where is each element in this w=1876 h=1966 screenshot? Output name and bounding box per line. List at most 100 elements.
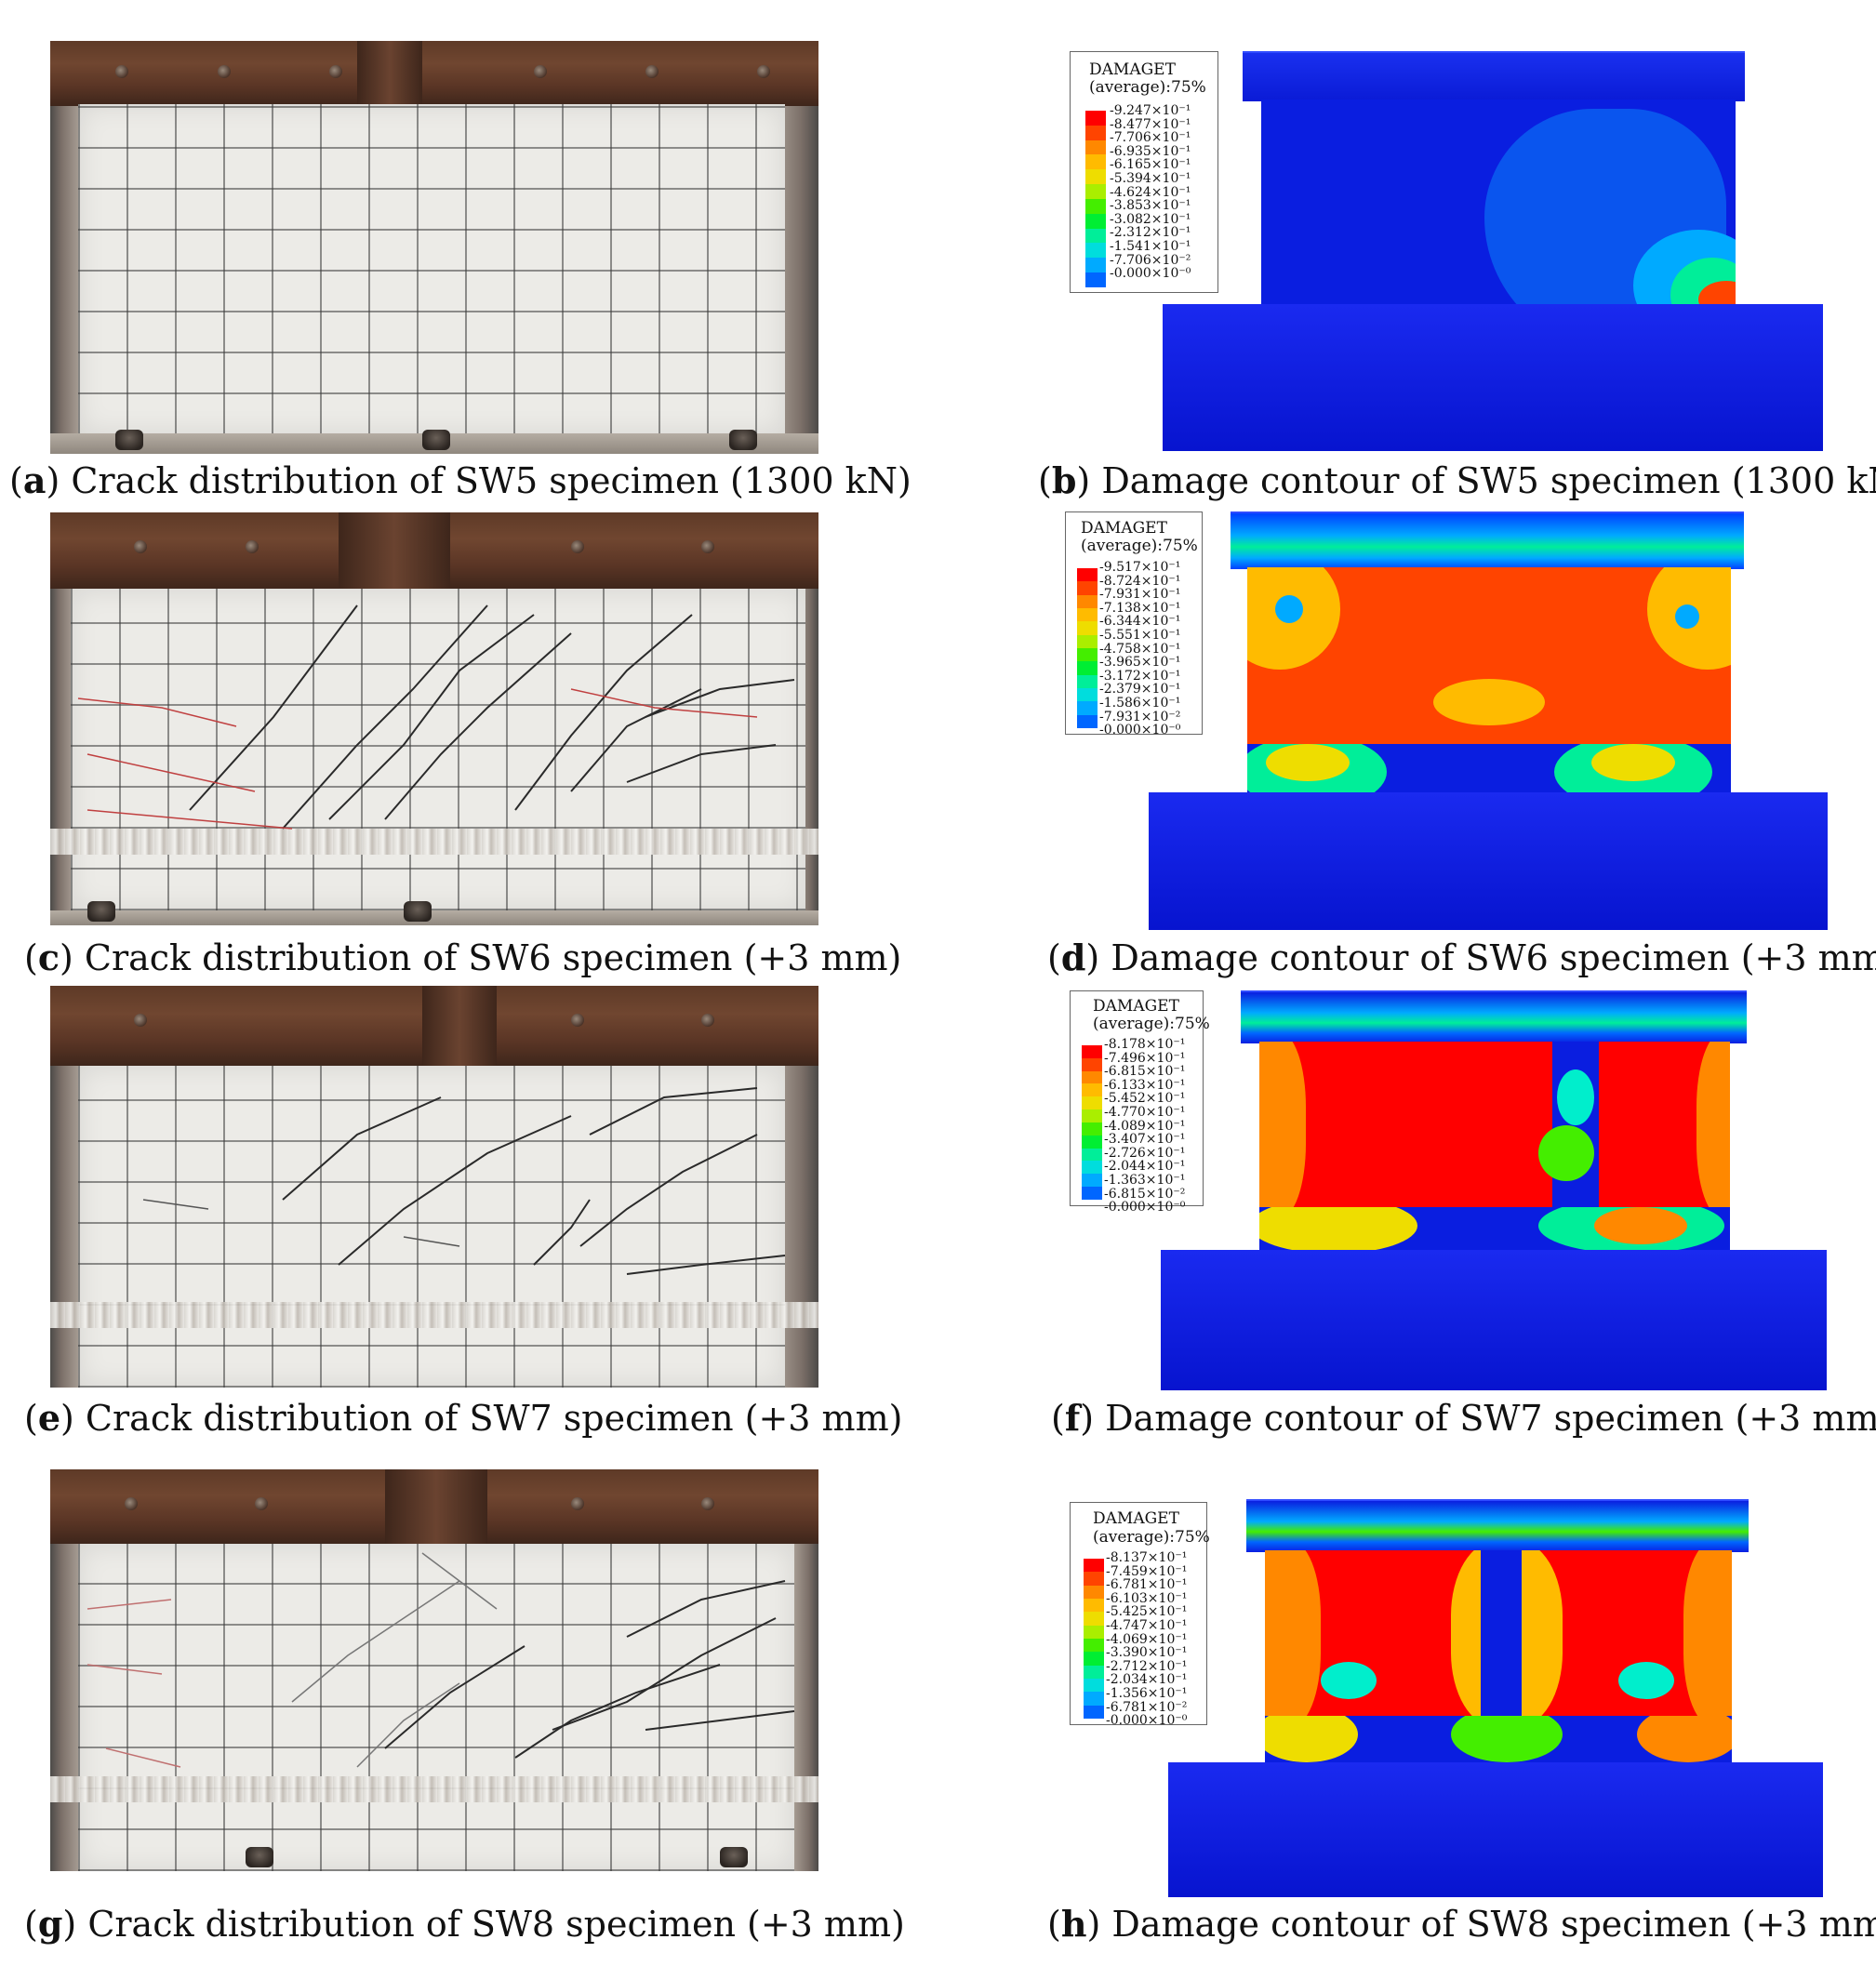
legend-tick-label: -9.247×10⁻¹: [1110, 103, 1191, 118]
legend-f: DAMAGET (average):75% -8.178×10⁻¹ -7.496×…: [1070, 990, 1210, 1214]
caption-g: (g) Crack distribution of SW8 specimen (…: [24, 1903, 905, 1945]
caption-d: (d) Damage contour of SW6 specimen (+3 m…: [1047, 937, 1876, 978]
legend-h: DAMAGET (average):75% -8.137×10⁻¹ -7.459×…: [1070, 1502, 1210, 1728]
legend-tick-label: -0.000×10⁻⁰: [1110, 266, 1191, 282]
legend-color-segment: [1085, 272, 1106, 287]
photo-sw8: [50, 1469, 818, 1871]
legend-tick-label: -6.815×10⁻²: [1104, 1186, 1186, 1202]
legend-color-segment: [1077, 687, 1098, 702]
legend-tick-label: -8.477×10⁻¹: [1110, 116, 1191, 132]
legend-color-segment: [1085, 169, 1106, 185]
legend-color-segment: [1084, 1638, 1104, 1653]
legend-b-ticks: -9.247×10⁻¹ -8.477×10⁻¹ -7.706×10⁻¹ -6.935×…: [1110, 104, 1191, 281]
caption-b: (b) Damage contour of SW5 specimen (1300…: [1038, 459, 1876, 501]
legend-tick-label: -3.407×10⁻¹: [1104, 1132, 1186, 1148]
legend-b: DAMAGET (average):75% -9.247×10⁻¹ -8.477×…: [1070, 51, 1218, 293]
legend-tick-label: -6.133×10⁻¹: [1104, 1077, 1186, 1093]
legend-f-ticks: -8.178×10⁻¹ -7.496×10⁻¹ -6.815×10⁻¹ -6.133×…: [1104, 1038, 1185, 1215]
legend-color-segment: [1085, 213, 1106, 229]
legend-color-segment: [1085, 184, 1106, 199]
legend-tick-label: -2.312×10⁻¹: [1110, 225, 1191, 241]
legend-color-segment: [1082, 1161, 1102, 1175]
legend-color-segment: [1077, 701, 1098, 715]
legend-color-segment: [1077, 568, 1098, 582]
legend-tick-label: -4.624×10⁻¹: [1110, 184, 1191, 200]
legend-tick-label: -6.935×10⁻¹: [1110, 143, 1191, 159]
legend-color-segment: [1077, 634, 1098, 648]
caption-a: (a) Crack distribution of SW5 specimen (…: [9, 459, 911, 501]
legend-tick-label: -3.390×10⁻¹: [1106, 1645, 1188, 1661]
legend-tick-label: -8.137×10⁻¹: [1106, 1550, 1188, 1565]
legend-color-segment: [1082, 1148, 1102, 1162]
legend-tick-label: -4.758×10⁻¹: [1099, 641, 1181, 657]
caption-e: (e) Crack distribution of SW7 specimen (…: [24, 1397, 903, 1439]
legend-color-segment: [1084, 1572, 1104, 1586]
legend-tick-label: -5.452×10⁻¹: [1104, 1091, 1186, 1107]
caption-h: (h) Damage contour of SW8 specimen (+3 m…: [1047, 1903, 1876, 1945]
legend-tick-label: -5.551×10⁻¹: [1099, 627, 1181, 643]
legend-d-ticks: -9.517×10⁻¹ -8.724×10⁻¹ -7.931×10⁻¹ -7.138×…: [1099, 561, 1180, 737]
legend-color-segment: [1082, 1122, 1102, 1136]
legend-color-segment: [1084, 1678, 1104, 1693]
legend-color-segment: [1082, 1096, 1102, 1110]
legend-color-segment: [1077, 714, 1098, 728]
legend-tick-label: -6.781×10⁻²: [1106, 1699, 1188, 1715]
legend-color-segment: [1077, 607, 1098, 622]
legend-color-segment: [1082, 1109, 1102, 1122]
legend-tick-label: -6.815×10⁻¹: [1104, 1064, 1186, 1080]
legend-color-segment: [1082, 1187, 1102, 1200]
legend-tick-label: -5.425×10⁻¹: [1106, 1604, 1188, 1620]
legend-color-segment: [1082, 1070, 1102, 1084]
legend-tick-label: -3.082×10⁻¹: [1110, 211, 1191, 227]
legend-tick-label: -8.724×10⁻¹: [1099, 573, 1181, 589]
legend-color-segment: [1085, 111, 1106, 126]
legend-color-segment: [1084, 1625, 1104, 1639]
legend-color-segment: [1084, 1652, 1104, 1666]
legend-tick-label: -0.000×10⁻⁰: [1104, 1200, 1186, 1215]
legend-color-segment: [1077, 594, 1098, 608]
legend-color-segment: [1084, 1665, 1104, 1679]
legend-tick-label: -6.344×10⁻¹: [1099, 614, 1181, 630]
legend-color-segment: [1077, 661, 1098, 675]
legend-tick-label: -7.706×10⁻¹: [1110, 130, 1191, 146]
legend-color-segment: [1077, 674, 1098, 688]
legend-tick-label: -9.517×10⁻¹: [1099, 560, 1181, 575]
legend-d: DAMAGET (average):75% -9.517×10⁻¹ -8.724×…: [1065, 511, 1203, 737]
legend-color-segment: [1085, 198, 1106, 214]
legend-color-segment: [1085, 258, 1106, 273]
legend-color-segment: [1085, 125, 1106, 140]
legend-color-segment: [1077, 647, 1098, 662]
legend-tick-label: -0.000×10⁻⁰: [1106, 1713, 1188, 1729]
legend-color-segment: [1084, 1612, 1104, 1626]
contour-sw5: [1070, 46, 1842, 451]
legend-tick-label: -2.044×10⁻¹: [1104, 1159, 1186, 1175]
legend-tick-label: -6.103×10⁻¹: [1106, 1590, 1188, 1606]
legend-tick-label: -2.034×10⁻¹: [1106, 1672, 1188, 1688]
legend-tick-label: -1.541×10⁻¹: [1110, 238, 1191, 254]
legend-color-segment: [1082, 1135, 1102, 1149]
legend-color-segment: [1084, 1585, 1104, 1599]
legend-h-ticks: -8.137×10⁻¹ -7.459×10⁻¹ -6.781×10⁻¹ -6.103×…: [1106, 1551, 1187, 1728]
legend-tick-label: -1.356×10⁻¹: [1106, 1685, 1188, 1701]
contour-sw8: [1070, 1488, 1842, 1897]
legend-color-segment: [1085, 139, 1106, 155]
legend-color-segment: [1082, 1083, 1102, 1097]
photo-sw5: [50, 41, 818, 454]
legend-tick-label: -4.089×10⁻¹: [1104, 1118, 1186, 1134]
legend-tick-label: -2.379×10⁻¹: [1099, 682, 1181, 697]
legend-tick-label: -6.165×10⁻¹: [1110, 157, 1191, 173]
legend-color-segment: [1085, 154, 1106, 170]
legend-tick-label: -7.459×10⁻¹: [1106, 1563, 1188, 1579]
legend-tick-label: -1.363×10⁻¹: [1104, 1172, 1186, 1188]
legend-tick-label: -3.172×10⁻¹: [1099, 668, 1181, 684]
legend-tick-label: -4.747×10⁻¹: [1106, 1617, 1188, 1633]
caption-f: (f) Damage contour of SW7 specimen (+3 m…: [1051, 1397, 1876, 1439]
legend-tick-label: -8.178×10⁻¹: [1104, 1037, 1186, 1052]
legend-tick-label: -3.853×10⁻¹: [1110, 198, 1191, 214]
photo-sw7: [50, 986, 818, 1388]
legend-color-segment: [1085, 243, 1106, 259]
photo-sw6: [50, 512, 818, 925]
legend-tick-label: -4.069×10⁻¹: [1106, 1631, 1188, 1647]
legend-color-segment: [1084, 1559, 1104, 1573]
legend-tick-label: -7.706×10⁻²: [1110, 252, 1191, 268]
